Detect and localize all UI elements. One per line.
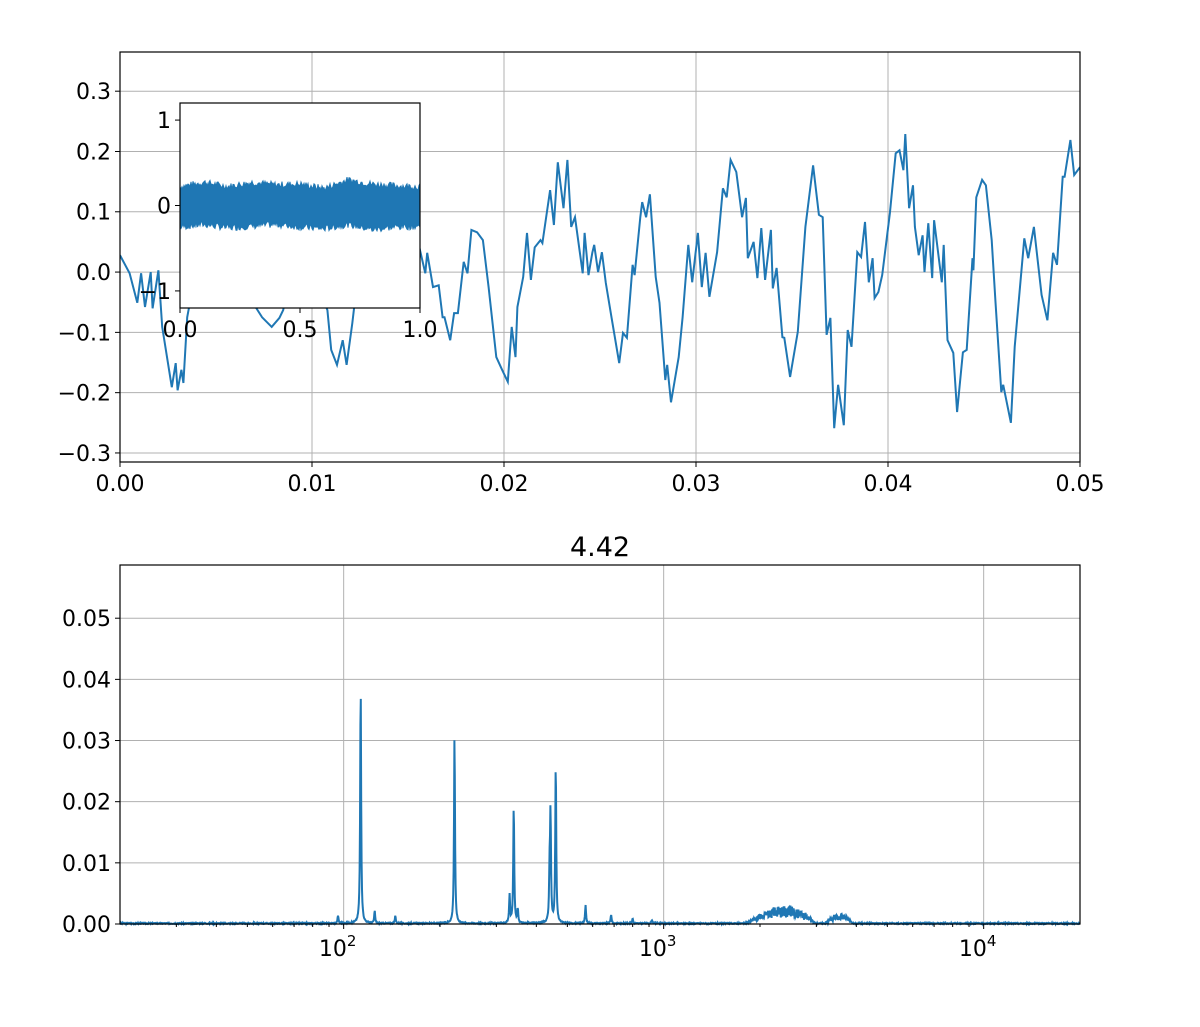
y-tick-label: 0.02 [62, 791, 111, 816]
y-tick-label: −0.3 [58, 442, 111, 467]
x-tick-label: 0.5 [283, 318, 318, 343]
waveform-line [120, 133, 1080, 429]
y-tick-label: 0.00 [62, 913, 111, 938]
y-tick-label: 0.01 [62, 852, 111, 877]
x-tick-label: 0.03 [672, 472, 721, 497]
y-tick-label: −1 [139, 280, 171, 305]
x-tick-label: 0.0 [163, 318, 198, 343]
x-tick-base: 10 [959, 937, 987, 962]
axes-frame [119, 564, 1081, 925]
y-tick-label: 0 [157, 194, 171, 219]
y-tick-label: 0.0 [76, 261, 111, 286]
spectrum-title: 4.42 [570, 532, 630, 563]
x-tick-label: 0.05 [1056, 472, 1105, 497]
x-tick-label: 102 [319, 932, 357, 962]
inset-signal-band [179, 176, 421, 233]
axes-frame [119, 51, 1081, 463]
y-tick-label: 0.2 [76, 140, 111, 165]
x-tick-base: 10 [639, 937, 667, 962]
y-tick-label: −0.2 [58, 382, 111, 407]
x-tick-label: 104 [959, 932, 997, 962]
x-tick-label: 103 [639, 932, 677, 962]
y-tick-label: 0.1 [76, 201, 111, 226]
x-tick-label: 0.01 [288, 472, 337, 497]
x-tick-base: 10 [319, 937, 347, 962]
waveform-axes: 0.00 0.01 0.02 0.03 0.04 0.05−0.3−0.2−0.10.00… [58, 51, 1105, 497]
y-tick-label: −0.1 [58, 321, 111, 346]
x-tick-exponent: 4 [987, 932, 997, 950]
inset-axes: 0.0 0.5 1.0 −1 0 1 [139, 102, 438, 343]
x-tick-label: 0.04 [864, 472, 913, 497]
y-tick-label: 0.3 [76, 80, 111, 105]
y-tick-label: 0.04 [62, 668, 111, 693]
y-tick-label: 0.03 [62, 729, 111, 754]
x-tick-exponent: 2 [347, 932, 357, 950]
x-tick-exponent: 3 [667, 932, 677, 950]
y-tick-label: 0.05 [62, 607, 111, 632]
x-tick-label: 0.00 [96, 472, 145, 497]
axes-frame [179, 102, 421, 309]
x-tick-label: 0.02 [480, 472, 529, 497]
y-tick-label: 1 [157, 109, 171, 134]
x-tick-label: 1.0 [403, 318, 438, 343]
